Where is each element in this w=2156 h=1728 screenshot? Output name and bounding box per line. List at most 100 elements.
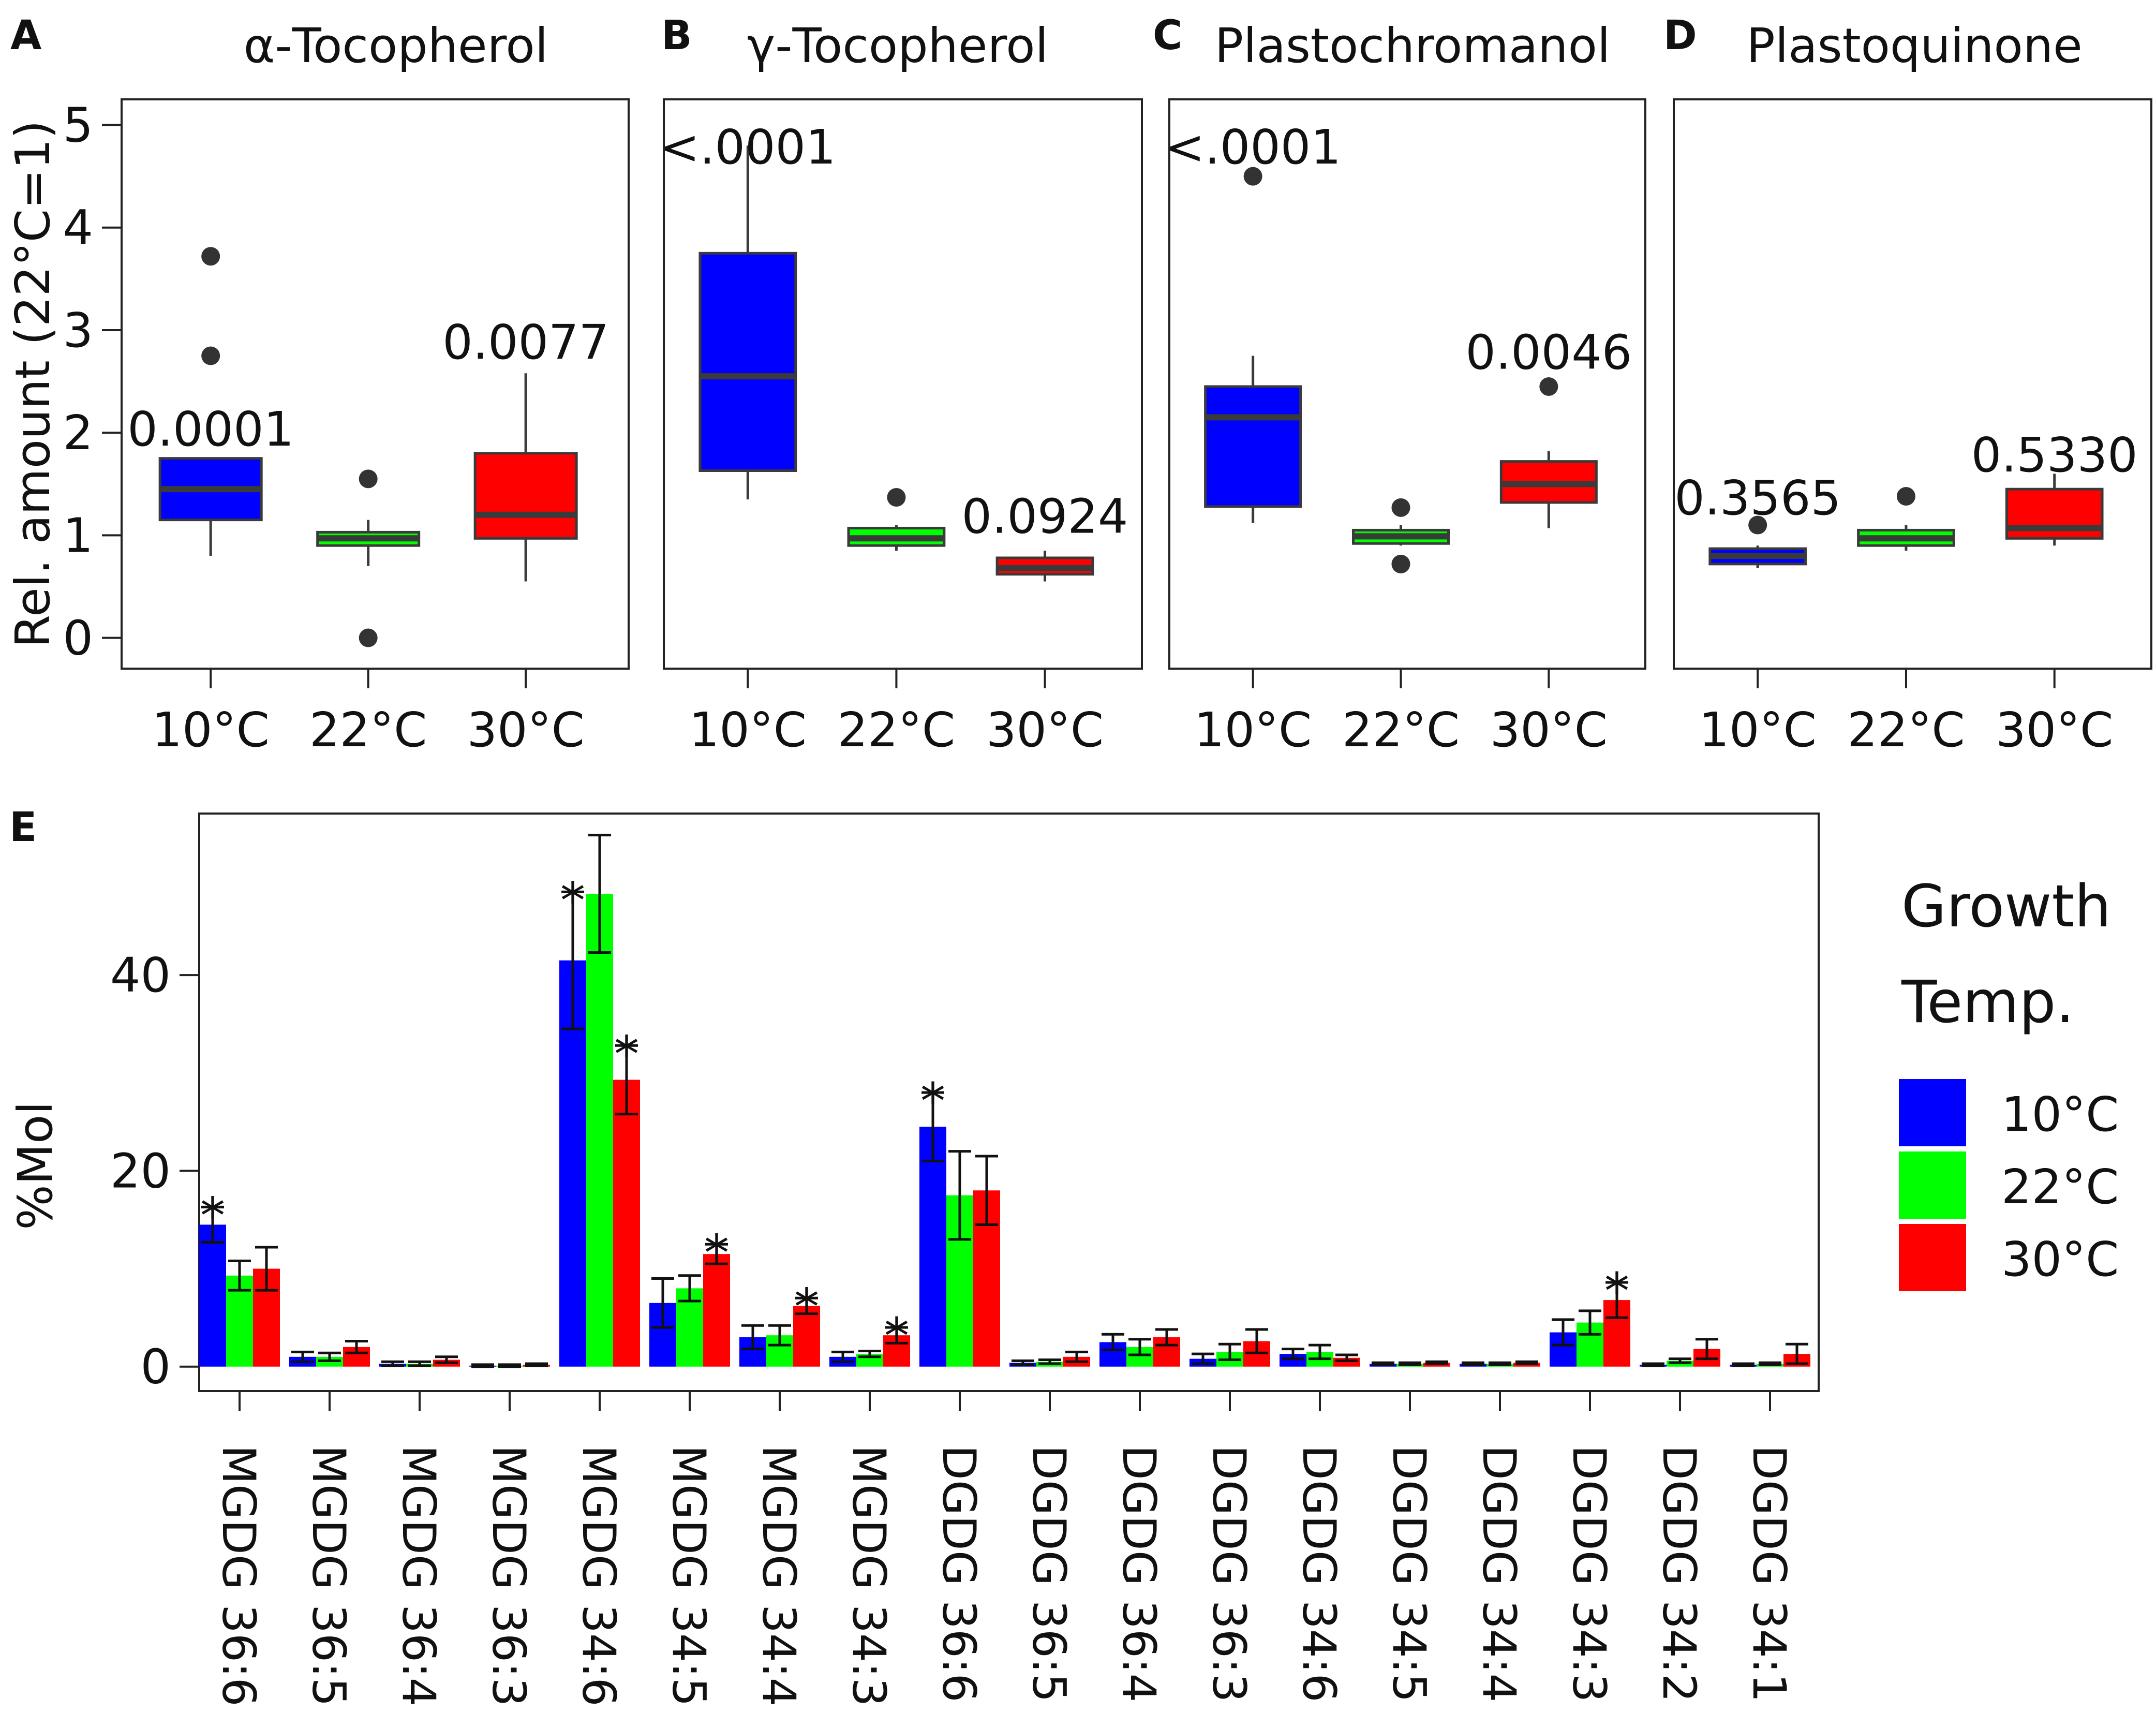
- outlier-point: [1243, 167, 1262, 186]
- panel-C-frame: [1168, 98, 1646, 670]
- legend-swatch-10°C: [1899, 1079, 1966, 1146]
- outlier-point: [1391, 554, 1410, 573]
- y-axis-label: %Mol: [8, 1101, 63, 1230]
- p-value-label: 0.0077: [442, 315, 609, 370]
- category-label: MGDG 36:4: [392, 1445, 445, 1707]
- p-value-label: <.0001: [1165, 120, 1341, 175]
- category-label: MGDG 34:3: [842, 1445, 896, 1707]
- outlier-point: [1748, 515, 1767, 535]
- y-tick-label: 2: [63, 405, 93, 461]
- category-label: DGDG 36:6: [932, 1445, 986, 1703]
- legend-title-line1: Growth: [1901, 873, 2111, 940]
- bar-22°C-MGDG 34:6: [586, 894, 613, 1367]
- outlier-point: [359, 628, 378, 647]
- x-tick-label: 10°C: [1194, 702, 1312, 758]
- y-tick-label: 0: [140, 1339, 171, 1395]
- category-label: MGDG 36:5: [302, 1445, 355, 1707]
- category-label: MGDG 36:3: [482, 1445, 536, 1707]
- p-value-label: 0.0001: [127, 402, 294, 457]
- x-tick-label: 22°C: [1342, 702, 1460, 758]
- panel-D-label: D: [1663, 12, 1697, 59]
- x-tick-label: 30°C: [1490, 702, 1608, 758]
- x-tick-label: 30°C: [467, 702, 585, 758]
- y-tick-label: 4: [63, 200, 93, 256]
- panel-B-frame: [663, 98, 1143, 670]
- legend-swatch-30°C: [1899, 1224, 1966, 1291]
- p-value-label: <.0001: [660, 120, 836, 175]
- panel-A-label: A: [10, 12, 41, 59]
- significance-star: *: [920, 1072, 945, 1130]
- significance-star: *: [560, 872, 585, 929]
- significance-star: *: [884, 1307, 909, 1365]
- y-tick-label: 20: [110, 1143, 171, 1199]
- bar-30°C-MGDG 34:4: [793, 1306, 820, 1367]
- category-label: DGDG 36:4: [1112, 1445, 1166, 1703]
- panel-E-frame: [198, 813, 1820, 1392]
- panel-C-label: C: [1153, 12, 1182, 59]
- significance-star: *: [704, 1224, 729, 1282]
- x-tick-label: 22°C: [309, 702, 427, 758]
- category-label: DGDG 34:2: [1653, 1445, 1706, 1703]
- x-tick-label: 30°C: [1996, 702, 2113, 758]
- category-label: MGDG 34:6: [572, 1445, 626, 1707]
- category-label: DGDG 34:4: [1473, 1445, 1526, 1703]
- significance-star: *: [794, 1278, 819, 1336]
- x-tick-label: 10°C: [1699, 702, 1817, 758]
- p-value-label: 0.3565: [1674, 470, 1841, 526]
- p-value-label: 0.5330: [1971, 427, 2138, 483]
- legend-title-line2: Temp.: [1901, 969, 2074, 1036]
- y-tick-label: 40: [110, 948, 171, 1003]
- bar-30°C-MGDG 34:6: [613, 1080, 640, 1367]
- y-axis-label: Rel. amount (22°C=1): [5, 120, 61, 647]
- category-label: DGDG 34:1: [1743, 1445, 1796, 1703]
- panel-A-title: α-Tocopherol: [244, 18, 548, 73]
- significance-star: *: [614, 1025, 639, 1083]
- outlier-point: [201, 346, 220, 365]
- panel-E-label: E: [9, 804, 37, 851]
- legend-label: 10°C: [2001, 1087, 2119, 1142]
- category-label: MGDG 36:6: [212, 1445, 265, 1707]
- significance-star: *: [200, 1187, 225, 1245]
- y-tick-label: 1: [63, 508, 93, 563]
- significance-star: *: [1604, 1262, 1629, 1320]
- bar-10°C-DGDG 36:6: [919, 1127, 946, 1367]
- bar-10°C-MGDG 36:6: [199, 1224, 226, 1367]
- panel-C-title: Plastochromanol: [1215, 18, 1611, 73]
- panel-B-title: γ-Tocopherol: [747, 18, 1048, 73]
- x-tick-label: 22°C: [1847, 702, 1965, 758]
- y-tick-label: 3: [63, 303, 93, 358]
- category-label: DGDG 34:5: [1382, 1445, 1436, 1703]
- panel-B-label: B: [661, 12, 692, 59]
- x-tick-label: 30°C: [986, 702, 1104, 758]
- category-label: DGDG 36:5: [1022, 1445, 1076, 1703]
- category-label: DGDG 34:6: [1292, 1445, 1346, 1703]
- outlier-point: [887, 488, 906, 507]
- legend-label: 22°C: [2001, 1159, 2119, 1215]
- y-tick-label: 5: [63, 98, 93, 153]
- x-tick-label: 22°C: [838, 702, 955, 758]
- p-value-label: 0.0924: [962, 489, 1128, 544]
- box-10°C: [1204, 385, 1302, 508]
- panel-D-frame: [1673, 98, 2152, 670]
- category-label: DGDG 34:3: [1563, 1445, 1616, 1703]
- x-tick-label: 10°C: [152, 702, 270, 758]
- panel-D-title: Plastoquinone: [1746, 18, 2082, 73]
- box-30°C: [473, 452, 578, 540]
- box-10°C: [698, 252, 797, 472]
- legend-swatch-22°C: [1899, 1151, 1966, 1219]
- outlier-point: [1896, 487, 1915, 506]
- outlier-point: [201, 247, 220, 266]
- panel-A-frame: [121, 98, 630, 670]
- category-label: MGDG 34:5: [662, 1445, 716, 1707]
- category-label: MGDG 34:4: [752, 1445, 806, 1707]
- x-tick-label: 10°C: [689, 702, 807, 758]
- outlier-point: [359, 469, 378, 489]
- p-value-label: 0.0046: [1465, 325, 1632, 380]
- y-tick-label: 0: [63, 611, 93, 666]
- outlier-point: [1539, 377, 1558, 396]
- bar-30°C-MGDG 34:5: [703, 1254, 730, 1367]
- legend-label: 30°C: [2001, 1232, 2119, 1287]
- outlier-point: [1391, 498, 1410, 517]
- category-label: DGDG 36:3: [1202, 1445, 1256, 1703]
